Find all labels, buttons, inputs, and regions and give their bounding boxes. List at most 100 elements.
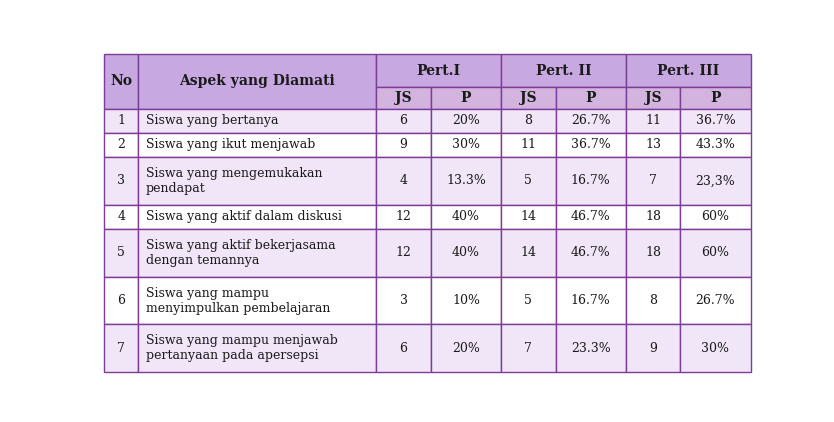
Bar: [501, 276, 555, 325]
Text: 36.7%: 36.7%: [696, 114, 736, 127]
Text: 4: 4: [118, 210, 125, 223]
Bar: [104, 157, 138, 205]
Text: Aspek yang Diamati: Aspek yang Diamati: [179, 74, 335, 89]
Text: 10%: 10%: [452, 294, 480, 307]
Text: 5: 5: [525, 174, 532, 187]
Text: 9: 9: [649, 342, 657, 355]
Text: 12: 12: [395, 246, 411, 259]
Text: 23,3%: 23,3%: [696, 174, 736, 187]
Bar: [376, 157, 431, 205]
Bar: [376, 325, 431, 372]
Text: 40%: 40%: [452, 210, 480, 223]
Text: 7: 7: [118, 342, 125, 355]
Bar: [626, 205, 681, 229]
Bar: [376, 276, 431, 325]
Bar: [431, 205, 501, 229]
Bar: [681, 157, 751, 205]
Bar: [376, 229, 431, 276]
Text: Siswa yang mengemukakan
pendapat: Siswa yang mengemukakan pendapat: [146, 167, 323, 195]
Text: 5: 5: [118, 246, 125, 259]
Bar: [104, 325, 138, 372]
Text: Pert. II: Pert. II: [535, 64, 591, 78]
Bar: [376, 109, 431, 133]
Bar: [501, 133, 555, 157]
Bar: [681, 229, 751, 276]
Bar: [376, 87, 431, 109]
Bar: [104, 205, 138, 229]
Bar: [104, 133, 138, 157]
Bar: [376, 54, 501, 87]
Bar: [431, 325, 501, 372]
Text: Siswa yang mampu
menyimpulkan pembelajaran: Siswa yang mampu menyimpulkan pembelajar…: [146, 287, 330, 314]
Text: 60%: 60%: [701, 210, 730, 223]
Bar: [681, 325, 751, 372]
Text: 4: 4: [399, 174, 408, 187]
Bar: [138, 133, 376, 157]
Bar: [681, 109, 751, 133]
Text: 16.7%: 16.7%: [570, 294, 610, 307]
Text: Siswa yang aktif dalam diskusi: Siswa yang aktif dalam diskusi: [146, 210, 342, 223]
Text: 40%: 40%: [452, 246, 480, 259]
Bar: [626, 325, 681, 372]
Text: 36.7%: 36.7%: [570, 138, 610, 151]
Bar: [431, 157, 501, 205]
Text: 5: 5: [525, 294, 532, 307]
Bar: [104, 276, 138, 325]
Text: 14: 14: [520, 246, 536, 259]
Text: 13.3%: 13.3%: [446, 174, 486, 187]
Text: 1: 1: [118, 114, 125, 127]
Text: JS: JS: [520, 91, 536, 105]
Bar: [138, 205, 376, 229]
Text: 6: 6: [399, 114, 408, 127]
Bar: [555, 205, 626, 229]
Bar: [555, 87, 626, 109]
Text: Siswa yang mampu menjawab
pertanyaan pada apersepsi: Siswa yang mampu menjawab pertanyaan pad…: [146, 334, 338, 362]
Bar: [681, 205, 751, 229]
Text: 7: 7: [649, 174, 657, 187]
Text: 11: 11: [645, 114, 661, 127]
Text: 20%: 20%: [452, 342, 480, 355]
Bar: [138, 54, 376, 109]
Text: 11: 11: [520, 138, 536, 151]
Bar: [431, 133, 501, 157]
Bar: [626, 54, 751, 87]
Bar: [626, 276, 681, 325]
Text: 8: 8: [649, 294, 657, 307]
Text: 14: 14: [520, 210, 536, 223]
Bar: [555, 109, 626, 133]
Bar: [626, 133, 681, 157]
Bar: [104, 54, 138, 109]
Bar: [376, 133, 431, 157]
Text: 16.7%: 16.7%: [570, 174, 610, 187]
Text: JS: JS: [645, 91, 661, 105]
Bar: [555, 229, 626, 276]
Text: 8: 8: [525, 114, 532, 127]
Bar: [501, 229, 555, 276]
Text: 2: 2: [118, 138, 125, 151]
Bar: [138, 109, 376, 133]
Text: 46.7%: 46.7%: [570, 210, 610, 223]
Text: 23.3%: 23.3%: [570, 342, 610, 355]
Bar: [555, 133, 626, 157]
Text: 30%: 30%: [452, 138, 480, 151]
Bar: [626, 109, 681, 133]
Text: No: No: [110, 74, 133, 89]
Text: 9: 9: [399, 138, 408, 151]
Text: P: P: [460, 91, 471, 105]
Circle shape: [318, 171, 537, 281]
Text: Siswa yang bertanya: Siswa yang bertanya: [146, 114, 279, 127]
Text: 7: 7: [525, 342, 532, 355]
Bar: [104, 229, 138, 276]
Bar: [138, 276, 376, 325]
Bar: [501, 157, 555, 205]
Text: 3: 3: [399, 294, 408, 307]
Bar: [431, 87, 501, 109]
Text: 26.7%: 26.7%: [571, 114, 610, 127]
Text: 6: 6: [399, 342, 408, 355]
Bar: [555, 157, 626, 205]
Bar: [501, 109, 555, 133]
Bar: [138, 157, 376, 205]
Bar: [138, 229, 376, 276]
Bar: [626, 87, 681, 109]
Bar: [555, 325, 626, 372]
